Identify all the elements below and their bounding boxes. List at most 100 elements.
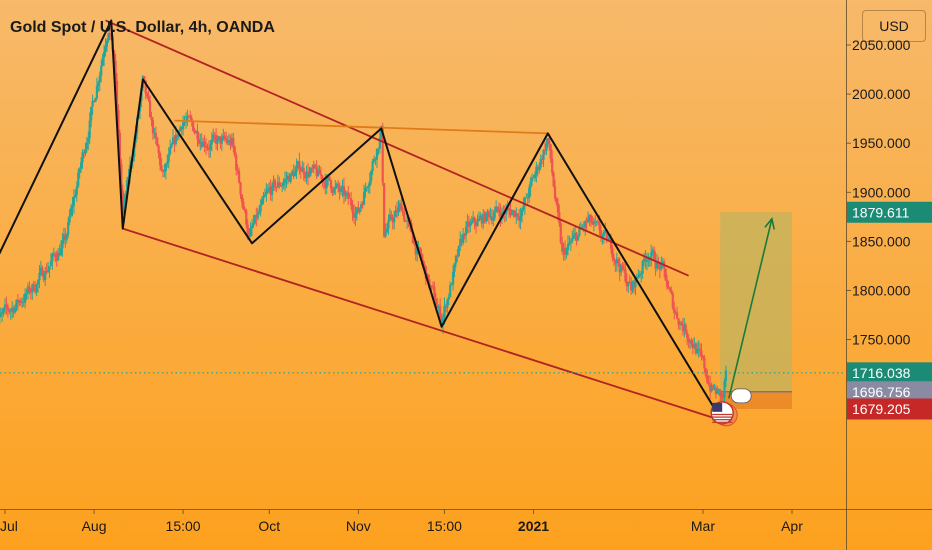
candle[interactable] xyxy=(588,214,591,226)
candle[interactable] xyxy=(474,218,478,234)
candle[interactable] xyxy=(253,214,256,225)
candle[interactable] xyxy=(612,253,616,267)
candle[interactable] xyxy=(222,128,225,141)
candle[interactable] xyxy=(641,259,644,279)
candle[interactable] xyxy=(263,188,267,197)
candle[interactable] xyxy=(647,253,650,268)
candle[interactable] xyxy=(46,262,50,274)
candle[interactable] xyxy=(516,213,519,221)
candle[interactable] xyxy=(585,216,588,231)
candle[interactable] xyxy=(74,189,77,199)
candle[interactable] xyxy=(65,232,68,244)
candle[interactable] xyxy=(306,163,310,186)
candle[interactable] xyxy=(595,220,598,227)
candle[interactable] xyxy=(397,200,400,217)
candle[interactable] xyxy=(391,214,394,230)
candle[interactable] xyxy=(11,301,14,319)
candle[interactable] xyxy=(105,38,109,52)
candle[interactable] xyxy=(700,343,703,361)
candle[interactable] xyxy=(572,227,575,240)
candle[interactable] xyxy=(463,232,466,240)
candle[interactable] xyxy=(661,257,664,268)
candle[interactable] xyxy=(19,297,22,307)
candle[interactable] xyxy=(622,262,626,273)
candle[interactable] xyxy=(490,209,493,225)
candle[interactable] xyxy=(283,171,287,192)
candle[interactable] xyxy=(22,294,25,307)
candle[interactable] xyxy=(276,174,279,189)
candle[interactable] xyxy=(449,281,452,298)
candle[interactable] xyxy=(12,305,15,318)
candle[interactable] xyxy=(256,208,259,221)
candle[interactable] xyxy=(374,157,377,166)
candle[interactable] xyxy=(654,251,657,276)
candle[interactable] xyxy=(71,196,74,217)
candle[interactable] xyxy=(673,301,676,320)
candle[interactable] xyxy=(454,254,458,268)
candle[interactable] xyxy=(533,171,537,182)
candle[interactable] xyxy=(72,189,76,214)
candle[interactable] xyxy=(209,140,212,158)
candle[interactable] xyxy=(169,139,172,156)
candle[interactable] xyxy=(444,303,447,313)
candle[interactable] xyxy=(304,171,307,182)
candle[interactable] xyxy=(505,203,508,222)
candle[interactable] xyxy=(664,268,667,282)
candle[interactable] xyxy=(476,214,479,227)
candle[interactable] xyxy=(624,263,627,284)
candle[interactable] xyxy=(375,148,379,168)
candle[interactable] xyxy=(147,90,150,103)
candle[interactable] xyxy=(453,262,456,278)
candle[interactable] xyxy=(625,273,628,292)
candle[interactable] xyxy=(706,369,709,385)
candle[interactable] xyxy=(337,180,340,193)
candle[interactable] xyxy=(553,179,557,202)
candle[interactable] xyxy=(492,209,495,227)
candle[interactable] xyxy=(388,208,391,222)
candle[interactable] xyxy=(539,154,542,171)
candle[interactable] xyxy=(487,209,491,225)
candle[interactable] xyxy=(329,179,333,193)
candle[interactable] xyxy=(357,201,360,213)
candle[interactable] xyxy=(545,138,548,156)
candle[interactable] xyxy=(166,154,169,168)
candle[interactable] xyxy=(576,235,580,242)
candle[interactable] xyxy=(464,220,468,243)
candle[interactable] xyxy=(483,210,486,224)
candle[interactable] xyxy=(447,293,450,306)
candle[interactable] xyxy=(262,191,265,205)
candle[interactable] xyxy=(518,208,521,229)
candle[interactable] xyxy=(677,318,680,330)
candle[interactable] xyxy=(288,173,291,182)
candle[interactable] xyxy=(338,182,341,200)
candle[interactable] xyxy=(161,169,165,178)
candle[interactable] xyxy=(693,337,696,349)
candle[interactable] xyxy=(638,270,641,278)
candle[interactable] xyxy=(164,162,167,180)
candle[interactable] xyxy=(387,214,390,236)
candle[interactable] xyxy=(630,277,633,295)
candle[interactable] xyxy=(26,282,30,300)
candle[interactable] xyxy=(278,176,281,189)
candle[interactable] xyxy=(437,304,440,314)
candle[interactable] xyxy=(578,223,581,237)
candle[interactable] xyxy=(670,286,673,295)
candle[interactable] xyxy=(510,209,514,216)
candle[interactable] xyxy=(341,179,344,198)
candle[interactable] xyxy=(203,134,206,153)
candle[interactable] xyxy=(305,165,308,184)
candle[interactable] xyxy=(167,147,170,169)
candle[interactable] xyxy=(520,207,524,223)
candle[interactable] xyxy=(342,177,346,204)
candle[interactable] xyxy=(568,235,571,246)
candle[interactable] xyxy=(637,269,640,280)
candle[interactable] xyxy=(477,211,481,222)
candle[interactable] xyxy=(714,385,717,399)
candle[interactable] xyxy=(229,134,232,150)
candle[interactable] xyxy=(269,179,272,201)
candle[interactable] xyxy=(645,252,649,271)
candle[interactable] xyxy=(107,32,110,43)
candle[interactable] xyxy=(315,160,318,180)
candle[interactable] xyxy=(243,206,246,214)
candle[interactable] xyxy=(286,172,290,185)
